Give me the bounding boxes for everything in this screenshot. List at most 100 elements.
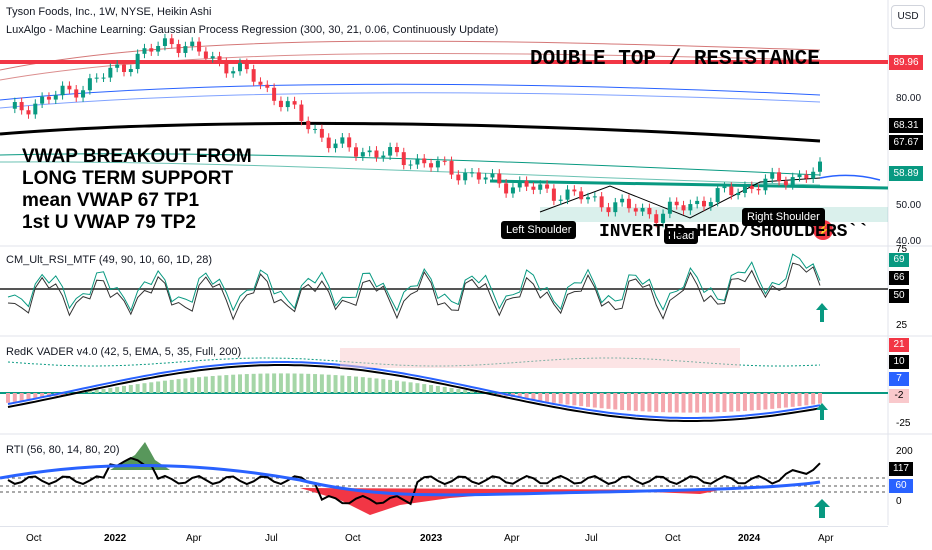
forecast-line [819,174,881,181]
vader-bar [265,373,270,393]
vwap-note: VWAP BREAKOUT FROM LONG TERM SUPPORT mea… [22,146,252,242]
vwap-line [0,121,821,143]
right-shoulder-label: Right Shoulder [742,208,825,226]
neckline [489,179,889,190]
vader-bar [408,382,413,393]
vader-bar [258,373,263,393]
time-tick: 2023 [420,533,443,544]
candle [463,172,468,181]
candle [510,187,515,194]
vader-bar [715,393,720,413]
vader-badge: 21 [889,338,909,352]
candle [818,161,822,172]
vader-bar [797,393,802,407]
rti-badge: 60 [889,479,913,493]
candle [292,101,297,105]
vader-bar [661,393,666,413]
candle [456,174,461,181]
candle [442,160,447,162]
vader-bar [108,387,113,393]
candle [620,198,625,203]
candle [592,196,597,198]
vader-bar [708,393,713,413]
candle [422,158,427,164]
candle [613,202,618,213]
candle [374,150,379,158]
candle [203,51,208,59]
vader-bar [688,393,693,413]
candle [26,110,31,115]
vader-bar [115,386,120,393]
vader-bar [599,393,604,409]
vader-badge: -2 [889,389,909,403]
candle [531,186,536,190]
candle [722,186,727,189]
rti-badge: 117 [889,462,913,476]
candle [470,172,474,174]
price-badge: 67.67 [889,135,923,150]
up-arrow-icon [816,303,828,322]
candle [122,64,126,73]
indicator-title: LuxAlgo - Machine Learning: Gaussian Pro… [6,24,499,36]
candle [87,78,92,91]
candle [667,201,672,214]
currency-button[interactable]: USD [891,5,925,29]
candle [74,89,79,98]
vader-bar [135,384,140,393]
candle [551,188,556,201]
candle [299,104,304,121]
rsi-line [7,253,821,312]
vader-bar [524,393,529,400]
candle [156,45,161,52]
vader-bar [702,393,706,413]
vader-bar [183,378,188,393]
candle [217,56,222,62]
candle [169,38,174,45]
vader-bar [620,393,625,410]
support-zone [540,207,888,222]
price-badge: 89.96 [889,55,923,70]
vader-bar [647,393,652,412]
candle [210,56,215,59]
vader-bar [12,393,17,402]
candle [46,96,51,100]
vader-bar [285,373,290,393]
vader-bar [367,377,372,393]
time-tick: Apr [186,533,202,544]
vader-bar [244,374,249,393]
vader-badge: 10 [889,355,909,369]
vader-bar [142,383,147,393]
vader-bar [156,381,161,393]
candle [388,147,393,156]
vader-bar [381,379,386,393]
candle [251,69,256,82]
vader-tick: -25 [896,418,911,429]
vader-bar [422,384,427,393]
candle [347,137,352,148]
vader-bar [456,388,461,393]
vader-cloud [340,348,740,368]
candle [702,200,706,207]
candle [258,81,263,85]
vader-bar [360,377,365,393]
candle [674,201,679,206]
vader-bar [319,374,324,393]
rsi-signal-line [7,262,821,321]
candle [176,44,181,53]
candle [763,178,768,191]
vader-title: RedK VADER v4.0 (42, 5, EMA, 5, 35, Full… [6,346,242,358]
price-tick: 80.00 [896,93,922,104]
vader-bar [374,378,379,393]
time-tick: 2022 [104,533,127,544]
candle [162,38,167,46]
vwap-note-line: VWAP BREAKOUT FROM [22,146,252,167]
price-badge: 58.89 [889,166,923,181]
time-tick: Oct [665,533,681,544]
candle [565,189,570,200]
candle [579,191,584,200]
candle [545,184,550,189]
vader-bar [210,376,215,393]
candle [272,87,277,101]
vader-bar [272,373,277,393]
